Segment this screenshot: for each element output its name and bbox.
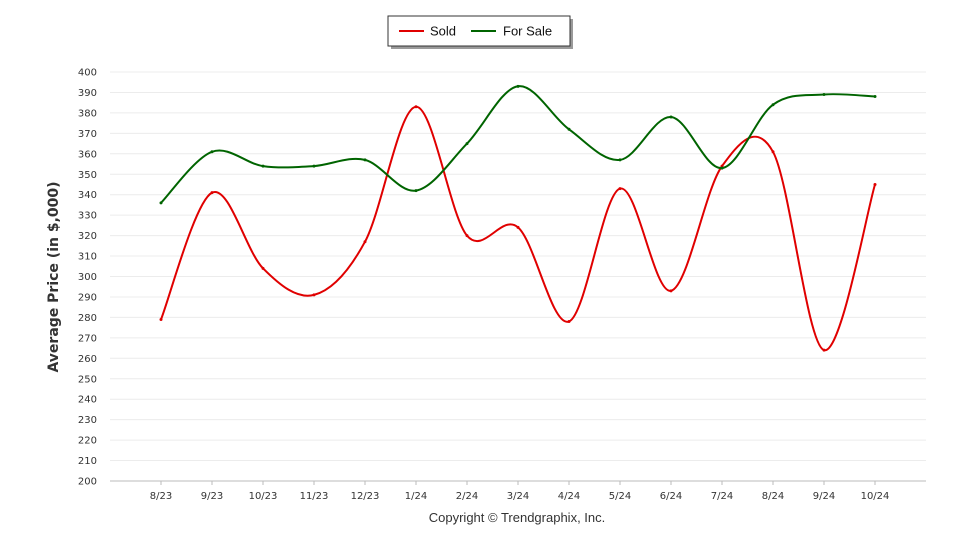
data-point-sold [261,266,265,270]
legend[interactable]: Sold For Sale [387,15,573,49]
x-tick-label: 8/23 [150,491,172,502]
data-point-sold [159,317,163,321]
y-tick-label: 210 [78,456,97,467]
data-point-sold [822,348,826,352]
x-tick-label: 4/24 [558,491,580,502]
x-tick-label: 9/24 [813,491,835,502]
x-tick-label: 8/24 [762,491,784,502]
x-tick-label: 10/23 [249,491,278,502]
y-axis-label: Average Price (in $,000) [46,181,62,372]
y-tick-label: 320 [78,231,97,242]
x-tick-label: 1/24 [405,491,427,502]
copyright-text: Copyright © Trendgraphix, Inc. [428,510,606,525]
y-tick-label: 390 [78,88,97,99]
y-tick-label: 290 [78,292,97,303]
x-tick-label: 3/24 [507,491,529,502]
data-point-for-sale [567,127,571,131]
x-tick-label: 9/23 [201,491,223,502]
data-point-sold [873,182,877,186]
data-point-sold [414,105,418,109]
x-tick-label: 10/24 [861,491,890,502]
x-tick-label: 12/23 [351,491,380,502]
data-point-for-sale [873,95,877,99]
x-tick-label: 7/24 [711,491,733,502]
y-tick-label: 260 [78,354,97,365]
data-point-sold [210,191,214,195]
data-point-for-sale [210,150,214,154]
data-point-for-sale [771,103,775,107]
copyright-footer: Copyright © Trendgraphix, Inc. [0,510,960,525]
data-point-sold [771,150,775,154]
x-tick-label: 5/24 [609,491,631,502]
y-tick-label: 350 [78,170,97,181]
y-tick-label: 230 [78,415,97,426]
data-point-sold [516,225,520,229]
y-tick-label: 300 [78,272,97,283]
data-point-sold [312,293,316,297]
data-point-for-sale [261,164,265,168]
y-tick-label: 280 [78,313,97,324]
y-tick-label: 370 [78,129,97,140]
data-point-sold [567,319,571,323]
y-tick-label: 200 [78,477,97,488]
y-tick-label: 330 [78,211,97,222]
y-tick-label: 240 [78,395,97,406]
data-point-for-sale [618,158,622,162]
data-point-sold [363,240,367,244]
data-point-for-sale [516,84,520,88]
data-point-for-sale [720,166,724,170]
legend-label[interactable]: Sold [430,24,456,39]
data-point-for-sale [159,201,163,205]
data-point-for-sale [363,158,367,162]
grid-lines [110,71,926,482]
y-tick-label: 220 [78,436,97,447]
data-point-for-sale [669,115,673,119]
data-point-sold [465,234,469,238]
x-axis-ticks: 8/23 9/23 10/23 11/23 12/23 1/24 2/24 3/24 4/24 5… [150,481,890,502]
y-tick-label: 250 [78,374,97,385]
y-tick-label: 270 [78,333,97,344]
y-axis-ticks: 200 210 220 230 240 250 260 270 280 290 300 310 320 3… [78,68,97,488]
data-point-for-sale [822,92,826,96]
data-point-for-sale [465,142,469,146]
data-point-sold [669,289,673,293]
x-tick-label: 6/24 [660,491,682,502]
y-tick-label: 400 [78,68,97,79]
series-lines [159,84,877,352]
y-tick-label: 380 [78,108,97,119]
x-tick-label: 11/23 [300,491,329,502]
data-point-sold [618,187,622,191]
y-tick-label: 310 [78,252,97,263]
legend-label[interactable]: For Sale [503,24,552,39]
y-tick-label: 340 [78,190,97,201]
x-tick-label: 2/24 [456,491,478,502]
data-point-for-sale [312,164,316,168]
data-point-for-sale [414,189,418,193]
y-tick-label: 360 [78,149,97,160]
